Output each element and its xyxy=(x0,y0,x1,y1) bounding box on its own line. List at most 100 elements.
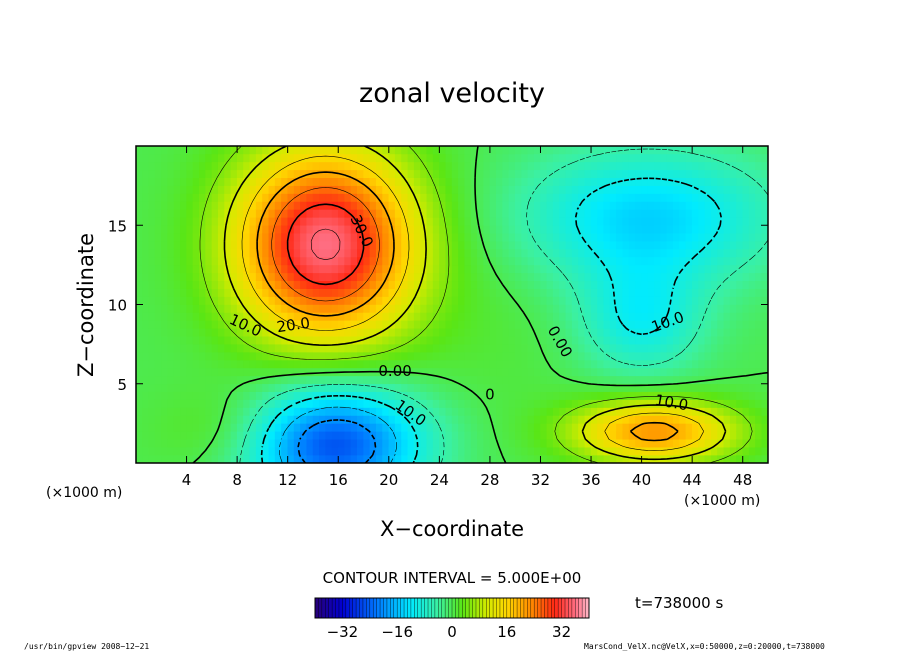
heatmap-cell xyxy=(236,280,244,289)
heatmap-cell xyxy=(407,240,415,250)
heatmap-cell xyxy=(281,391,288,400)
heatmap-cell xyxy=(249,201,257,210)
heatmap-cell xyxy=(477,280,484,289)
heatmap-cell xyxy=(407,161,415,171)
heatmap-cell xyxy=(748,225,756,234)
heatmap-cell xyxy=(375,217,383,226)
heatmap-cell xyxy=(723,201,731,210)
heatmap-cell xyxy=(306,146,314,155)
heatmap-cell xyxy=(552,177,560,186)
heatmap-cell xyxy=(584,415,592,424)
heatmap-cell xyxy=(641,391,649,400)
heatmap-cell xyxy=(439,423,446,432)
heatmap-cell xyxy=(180,217,187,226)
heatmap-cell xyxy=(350,312,358,321)
heatmap-cell xyxy=(698,296,706,305)
heatmap-cell xyxy=(142,288,149,297)
heatmap-cell xyxy=(420,288,428,297)
heatmap-cell xyxy=(635,328,642,337)
heatmap-cell xyxy=(458,153,465,163)
heatmap-cell xyxy=(761,256,768,266)
heatmap-cell xyxy=(546,209,554,218)
heatmap-cell xyxy=(161,217,168,226)
heatmap-cell xyxy=(603,177,611,186)
heatmap-cell xyxy=(274,439,282,448)
heatmap-cell xyxy=(540,312,548,321)
heatmap-cell xyxy=(148,407,156,416)
heatmap-cell xyxy=(559,232,567,242)
heatmap-cell xyxy=(597,423,604,432)
heatmap-cell xyxy=(426,336,434,345)
colorbar-swatch xyxy=(462,598,467,618)
heatmap-cell xyxy=(363,256,371,266)
heatmap-cell xyxy=(236,272,244,282)
heatmap-cell xyxy=(464,399,472,408)
heatmap-cell xyxy=(742,256,750,266)
heatmap-cell xyxy=(325,359,333,369)
heatmap-cell xyxy=(616,351,623,361)
heatmap-cell xyxy=(736,415,744,424)
heatmap-cell xyxy=(704,177,712,186)
heatmap-cell xyxy=(432,272,440,282)
heatmap-cell xyxy=(742,391,750,400)
heatmap-cell xyxy=(420,343,428,353)
heatmap-cell xyxy=(344,161,352,171)
heatmap-cell xyxy=(369,415,377,424)
heatmap-cell xyxy=(451,272,459,282)
heatmap-cell xyxy=(161,351,168,361)
heatmap-cell xyxy=(331,161,339,171)
heatmap-cell xyxy=(142,225,149,234)
heatmap-cell xyxy=(515,320,522,329)
heatmap-cell xyxy=(622,407,630,416)
heatmap-cell xyxy=(628,351,636,361)
heatmap-cell xyxy=(609,415,617,424)
heatmap-cell xyxy=(154,272,162,282)
heatmap-cell xyxy=(192,407,200,416)
heatmap-cell xyxy=(432,256,440,266)
heatmap-cell xyxy=(363,343,371,353)
heatmap-cell xyxy=(540,304,548,313)
heatmap-cell xyxy=(641,304,649,313)
heatmap-cell xyxy=(685,177,693,186)
heatmap-cell xyxy=(603,201,611,210)
heatmap-cell xyxy=(622,185,630,194)
heatmap-cell xyxy=(369,169,377,178)
heatmap-cell xyxy=(597,201,604,210)
heatmap-cell xyxy=(470,256,478,266)
heatmap-cell xyxy=(584,161,592,171)
heatmap-cell xyxy=(685,375,693,385)
heatmap-cell xyxy=(192,201,200,210)
heatmap-cell xyxy=(483,240,491,250)
heatmap-cell xyxy=(363,217,371,226)
heatmap-cell xyxy=(255,375,263,385)
heatmap-cell xyxy=(704,240,712,250)
heatmap-cell xyxy=(186,320,194,329)
heatmap-cell xyxy=(154,280,162,289)
heatmap-cell xyxy=(312,415,320,424)
heatmap-cell xyxy=(723,415,731,424)
heatmap-cell xyxy=(224,153,232,163)
heatmap-cell xyxy=(388,193,396,202)
heatmap-cell xyxy=(470,146,478,155)
heatmap-cell xyxy=(236,439,244,448)
heatmap-cell xyxy=(199,248,206,258)
heatmap-cell xyxy=(230,264,238,274)
heatmap-cell xyxy=(565,240,573,250)
heatmap-cell xyxy=(357,248,364,258)
heatmap-cell xyxy=(723,248,731,258)
heatmap-cell xyxy=(552,359,560,369)
heatmap-cell xyxy=(375,185,383,194)
heatmap-cell xyxy=(477,225,484,234)
heatmap-cell xyxy=(761,264,768,274)
heatmap-cell xyxy=(673,193,680,202)
heatmap-cell xyxy=(597,177,604,186)
heatmap-cell xyxy=(211,328,219,337)
heatmap-cell xyxy=(496,240,503,250)
heatmap-cell xyxy=(224,367,232,377)
heatmap-cell xyxy=(540,359,548,369)
heatmap-cell xyxy=(654,225,661,234)
heatmap-cell xyxy=(470,185,478,194)
heatmap-cell xyxy=(136,169,143,178)
